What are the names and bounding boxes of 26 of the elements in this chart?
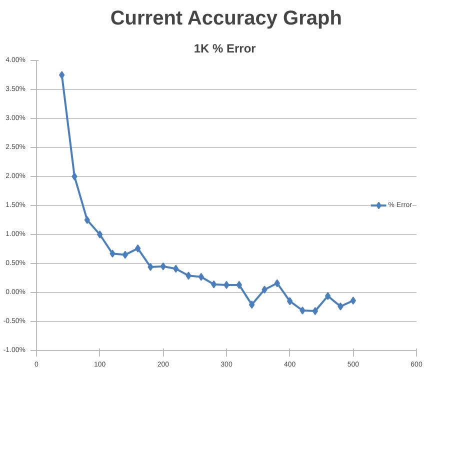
- point: [72, 172, 78, 180]
- point: [148, 262, 154, 271]
- point: [84, 216, 90, 224]
- point: [122, 250, 128, 259]
- point: [274, 279, 280, 288]
- point: [224, 280, 230, 289]
- point: [350, 296, 356, 305]
- point: [262, 286, 268, 294]
- point: [97, 230, 103, 238]
- chart-subtitle: 1K % Error: [194, 42, 256, 56]
- point: [160, 262, 166, 270]
- point: [198, 272, 204, 281]
- point: [110, 250, 116, 258]
- point: [325, 292, 331, 300]
- chart-title: Current Accuracy Graph: [110, 8, 342, 30]
- point: [249, 300, 255, 309]
- point: [173, 264, 179, 273]
- point: [287, 297, 293, 306]
- point: [135, 244, 141, 252]
- point: [236, 280, 242, 289]
- point: [59, 71, 65, 79]
- point: [211, 280, 217, 288]
- point: [186, 272, 192, 280]
- point: [312, 307, 318, 316]
- point: [300, 306, 306, 314]
- point: [338, 302, 344, 310]
